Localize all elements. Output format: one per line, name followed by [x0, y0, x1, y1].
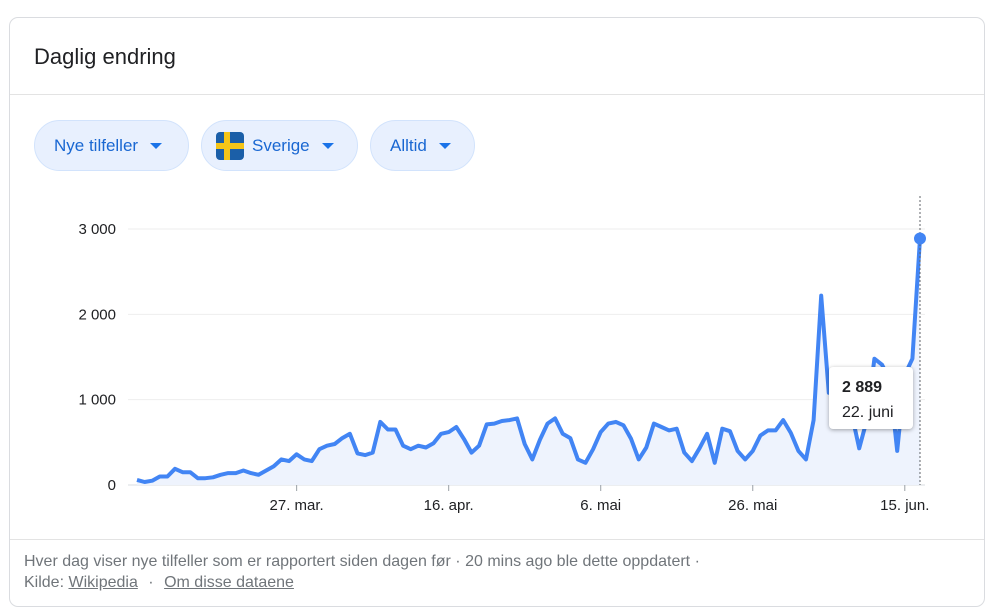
tooltip: 2 889 22. juni [829, 367, 913, 429]
card-title: Daglig endring [34, 44, 176, 69]
country-dropdown[interactable]: Sverige [201, 120, 358, 171]
wikipedia-link[interactable]: Wikipedia [68, 574, 138, 591]
y-tick-label: 3 000 [78, 221, 116, 238]
y-tick-label: 1 000 [78, 392, 116, 409]
country-label: Sverige [252, 135, 310, 155]
series-area [137, 238, 920, 485]
period-dropdown[interactable]: Alltid [370, 120, 475, 171]
x-tick-label: 16. apr. [424, 497, 474, 514]
sweden-flag-icon [216, 131, 244, 160]
metric-dropdown[interactable]: Nye tilfeller [34, 120, 189, 171]
hover-point [914, 232, 926, 245]
footer-source: Kilde: Wikipedia · Om disse dataene [24, 574, 294, 592]
chevron-down-icon [150, 142, 163, 149]
about-data-link[interactable]: Om disse dataene [164, 574, 294, 591]
source-label: Kilde: [24, 574, 65, 591]
tooltip-value: 2 889 [842, 379, 883, 396]
period-label: Alltid [390, 135, 427, 155]
x-tick-label: 15. jun. [880, 497, 929, 514]
footer-separator: · [148, 574, 154, 591]
metric-label: Nye tilfeller [54, 135, 139, 155]
chevron-down-icon [438, 142, 451, 149]
y-tick-label: 0 [108, 477, 116, 494]
x-tick-label: 27. mar. [270, 497, 324, 514]
x-tick-label: 6. mai [580, 497, 621, 514]
footer-description: Hver dag viser nye tilfeller som er rapp… [24, 553, 700, 570]
chevron-down-icon [321, 142, 334, 149]
y-tick-label: 2 000 [78, 306, 116, 323]
header-divider [10, 94, 984, 95]
x-tick-label: 26. mai [728, 497, 777, 514]
series-line [136, 238, 922, 484]
tooltip-date: 22. juni [842, 404, 894, 421]
footer-divider [10, 539, 984, 540]
